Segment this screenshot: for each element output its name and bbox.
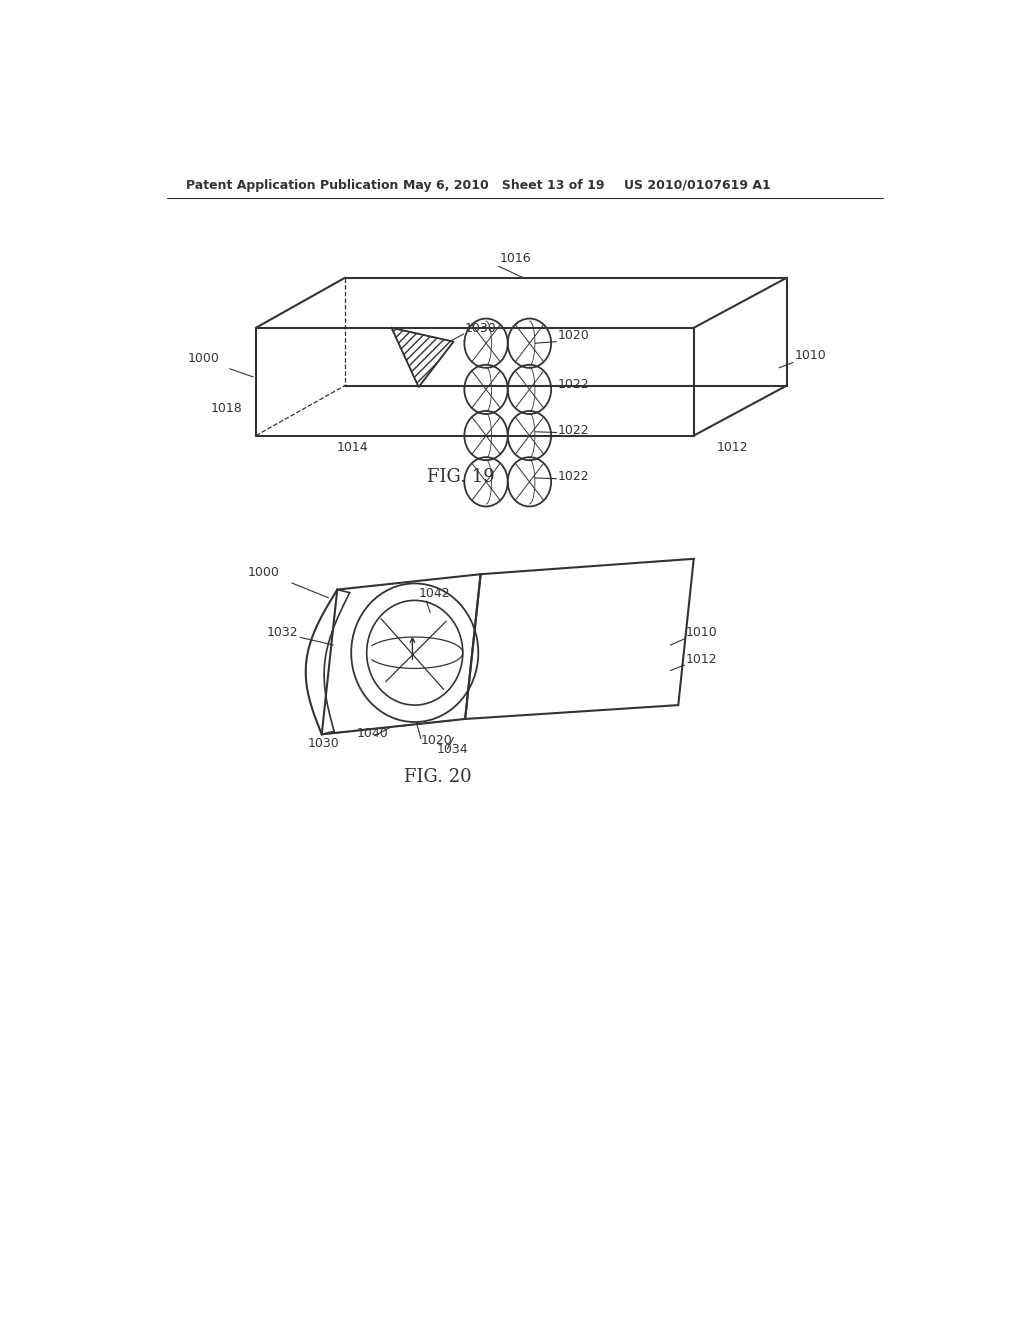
Text: 1030: 1030 (465, 322, 497, 335)
Text: 1012: 1012 (717, 441, 749, 454)
Text: FIG. 19: FIG. 19 (427, 467, 496, 486)
Text: 1020: 1020 (421, 734, 453, 747)
Text: 1022: 1022 (558, 470, 590, 483)
Text: 1016: 1016 (500, 252, 531, 265)
Text: 1000: 1000 (247, 566, 280, 578)
Text: 1040: 1040 (356, 727, 388, 741)
Text: 1020: 1020 (558, 330, 590, 342)
Text: 1022: 1022 (558, 424, 590, 437)
Text: May 6, 2010   Sheet 13 of 19: May 6, 2010 Sheet 13 of 19 (403, 178, 604, 191)
Text: 1010: 1010 (795, 348, 826, 362)
Text: 1010: 1010 (686, 626, 718, 639)
Text: 1042: 1042 (419, 587, 451, 601)
Text: FIG. 20: FIG. 20 (404, 768, 472, 787)
Text: 1012: 1012 (686, 653, 718, 665)
Text: 1034: 1034 (436, 743, 468, 756)
Text: Patent Application Publication: Patent Application Publication (186, 178, 398, 191)
Text: US 2010/0107619 A1: US 2010/0107619 A1 (624, 178, 771, 191)
Text: 1030: 1030 (307, 738, 339, 751)
Text: 1014: 1014 (337, 441, 369, 454)
Text: 1000: 1000 (187, 352, 219, 366)
Text: 1032: 1032 (267, 626, 299, 639)
Text: 1018: 1018 (211, 403, 243, 416)
Text: 1022: 1022 (558, 378, 590, 391)
